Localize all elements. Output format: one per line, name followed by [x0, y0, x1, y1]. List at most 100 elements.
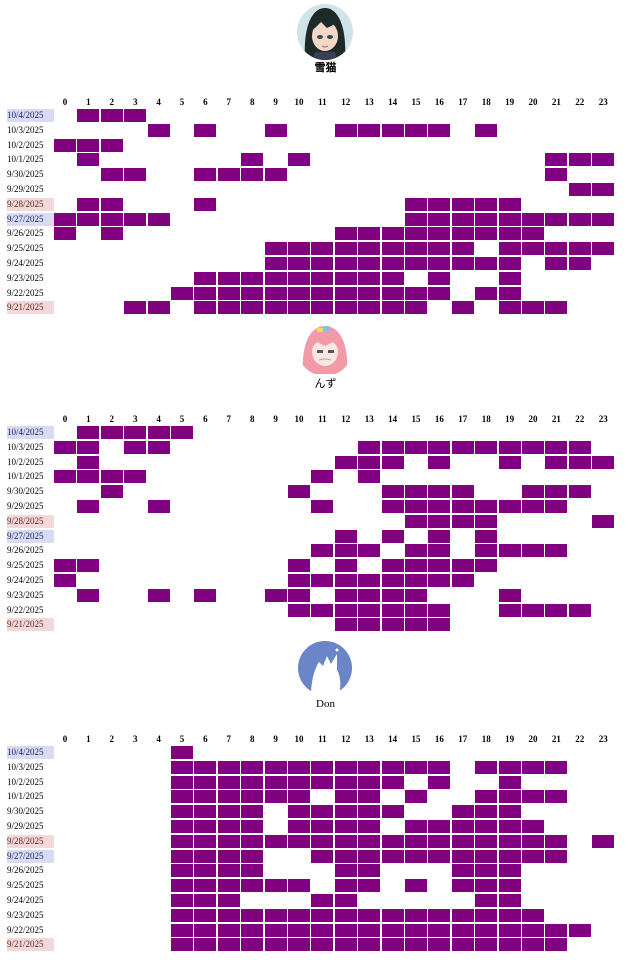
activity-cell	[522, 242, 544, 256]
activity-cell	[428, 227, 451, 241]
activity-cell	[171, 879, 193, 893]
activity-cell	[334, 879, 357, 893]
activity-cell	[171, 775, 193, 789]
activity-cell	[428, 123, 451, 137]
date-label: 10/3/2025	[7, 761, 44, 772]
activity-cell	[568, 603, 591, 617]
activity-cell	[475, 760, 498, 774]
date-label: 9/21/2025	[7, 301, 54, 315]
activity-cell	[288, 805, 310, 819]
activity-cell	[311, 257, 334, 270]
hour-label: 8	[249, 734, 255, 744]
hour-label: 14	[388, 734, 398, 744]
activity-cell	[54, 212, 76, 226]
activity-cell	[358, 805, 381, 819]
activity-cell	[405, 879, 427, 893]
activity-cell	[405, 938, 427, 952]
activity-cell	[498, 544, 521, 558]
activity-cell	[358, 908, 381, 922]
hour-label: 8	[249, 414, 255, 424]
activity-cell	[77, 588, 100, 602]
activity-cell	[100, 485, 123, 499]
hour-label: 14	[388, 97, 398, 107]
hour-label: 18	[481, 734, 491, 744]
hour-label: 13	[364, 97, 374, 107]
activity-cell	[264, 588, 287, 602]
hour-label: 22	[575, 734, 585, 744]
activity-cell	[405, 908, 427, 922]
activity-cell	[100, 109, 123, 122]
activity-cell	[545, 440, 568, 454]
activity-cell	[498, 820, 521, 833]
hour-label: 11	[318, 97, 327, 107]
activity-cell	[475, 864, 498, 878]
activity-cell	[171, 908, 193, 922]
activity-cell	[194, 775, 217, 789]
activity-cell	[381, 271, 404, 285]
hour-label: 3	[132, 97, 138, 107]
activity-cell	[241, 805, 264, 819]
activity-cell	[77, 426, 100, 439]
activity-cell	[498, 938, 521, 952]
activity-cell	[498, 834, 521, 848]
activity-cell	[358, 820, 381, 833]
activity-cell	[475, 849, 498, 863]
activity-cell	[451, 500, 474, 513]
activity-cell	[241, 849, 264, 863]
activity-cell	[358, 257, 381, 270]
hour-label: 23	[598, 414, 608, 424]
hour-label: 17	[458, 414, 468, 424]
activity-cell	[568, 440, 591, 454]
activity-cell	[171, 760, 193, 774]
activity-cell	[194, 894, 217, 907]
activity-cell	[311, 301, 334, 315]
activity-cell	[171, 923, 193, 937]
activity-cell	[358, 775, 381, 789]
activity-cell	[475, 820, 498, 833]
activity-cell	[194, 864, 217, 878]
activity-cell	[334, 559, 357, 573]
activity-cell	[194, 301, 217, 315]
activity-cell	[217, 805, 240, 819]
activity-cell	[381, 805, 404, 819]
activity-cell	[334, 271, 357, 285]
activity-cell	[428, 574, 451, 587]
activity-cell	[451, 212, 474, 226]
activity-cell	[147, 440, 170, 454]
activity-cell	[241, 760, 264, 774]
date-label: 10/2/2025	[7, 456, 44, 467]
activity-cell	[288, 603, 310, 617]
activity-cell	[498, 760, 521, 774]
activity-cell	[568, 923, 591, 937]
hour-label: 4	[156, 97, 161, 107]
activity-cell	[475, 286, 498, 300]
activity-cell	[545, 242, 568, 256]
activity-cell	[545, 544, 568, 558]
activity-cell	[451, 574, 474, 587]
activity-cell	[381, 227, 404, 241]
activity-cell	[522, 908, 544, 922]
activity-cell	[264, 168, 287, 182]
hour-label: 3	[132, 734, 138, 744]
activity-cell	[100, 212, 123, 226]
activity-cell	[405, 760, 427, 774]
hour-label: 10	[294, 734, 304, 744]
activity-cell	[522, 923, 544, 937]
activity-cell	[451, 805, 474, 819]
activity-cell	[54, 440, 76, 454]
hour-label: 4	[156, 414, 161, 424]
activity-cell	[381, 923, 404, 937]
activity-cell	[405, 212, 427, 226]
activity-cell	[545, 760, 568, 774]
activity-cell	[522, 227, 544, 241]
activity-cell	[264, 123, 287, 137]
activity-cell	[194, 197, 217, 211]
activity-cell	[147, 123, 170, 137]
activity-cell	[405, 820, 427, 833]
activity-cell	[405, 197, 427, 211]
hour-label: 2	[109, 414, 115, 424]
activity-cell	[545, 603, 568, 617]
activity-cell	[475, 514, 498, 528]
activity-cell	[54, 138, 76, 152]
activity-cell	[451, 879, 474, 893]
